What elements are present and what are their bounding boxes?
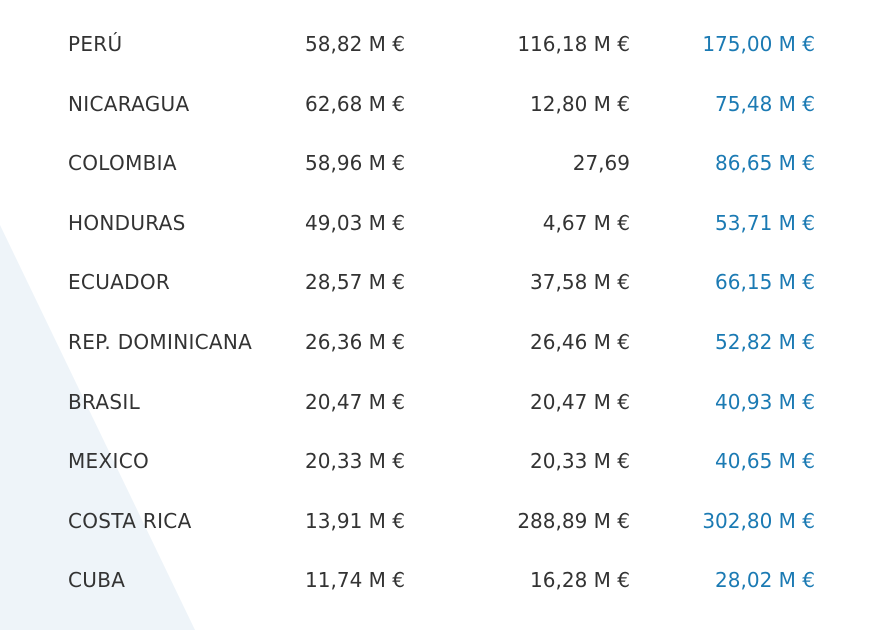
total: 66,15 M € (715, 270, 815, 295)
value-a: 62,68 M € (305, 91, 405, 116)
value-b: 27,69 (572, 151, 630, 176)
background-shape (0, 225, 195, 630)
value-a: 58,96 M € (305, 151, 405, 176)
country: HONDURAS (68, 210, 186, 235)
country: BRASIL (68, 389, 141, 414)
total: 28,02 M € (715, 568, 815, 593)
value-a: 58,82 M € (305, 32, 405, 56)
country: ECUADOR (68, 270, 171, 295)
country: MEXICO (68, 449, 149, 474)
value-a: 20,33 M € (305, 449, 405, 474)
value-a: 13,91 M € (305, 508, 405, 533)
value-a: 20,47 M € (305, 389, 405, 414)
total: 53,71 M € (715, 210, 815, 235)
value-b: 4,67 M € (542, 210, 630, 235)
value-b: 37,58 M € (530, 270, 630, 295)
value-b: 20,47 M € (530, 389, 630, 414)
total: 75,48 M € (715, 91, 815, 116)
country: COSTA RICA (68, 508, 192, 533)
value-b: 26,46 M € (530, 330, 630, 354)
value-b: 20,33 M € (530, 449, 630, 474)
country: NICARAGUA (68, 91, 190, 116)
total: 52,82 M € (715, 330, 815, 354)
value-a: 26,36 M € (305, 330, 405, 354)
value-b: 116,18 M € (517, 32, 630, 56)
value-a: 28,57 M € (305, 270, 405, 295)
country: CUBA (68, 568, 126, 593)
total: 40,65 M € (715, 449, 815, 474)
value-a: 49,03 M € (305, 210, 405, 235)
country: COLOMBIA (68, 151, 177, 176)
value-a: 11,74 M € (305, 568, 405, 593)
total: 302,80 M € (702, 508, 815, 533)
value-b: 16,28 M € (530, 568, 630, 593)
total: 175,00 M € (702, 32, 815, 56)
value-b: 12,80 M € (530, 91, 630, 116)
value-b: 288,89 M € (517, 508, 630, 533)
country: PERÚ (68, 32, 123, 56)
total: 40,93 M € (715, 389, 815, 414)
total: 86,65 M € (715, 151, 815, 176)
country: REP. DOMINICANA (68, 330, 253, 354)
